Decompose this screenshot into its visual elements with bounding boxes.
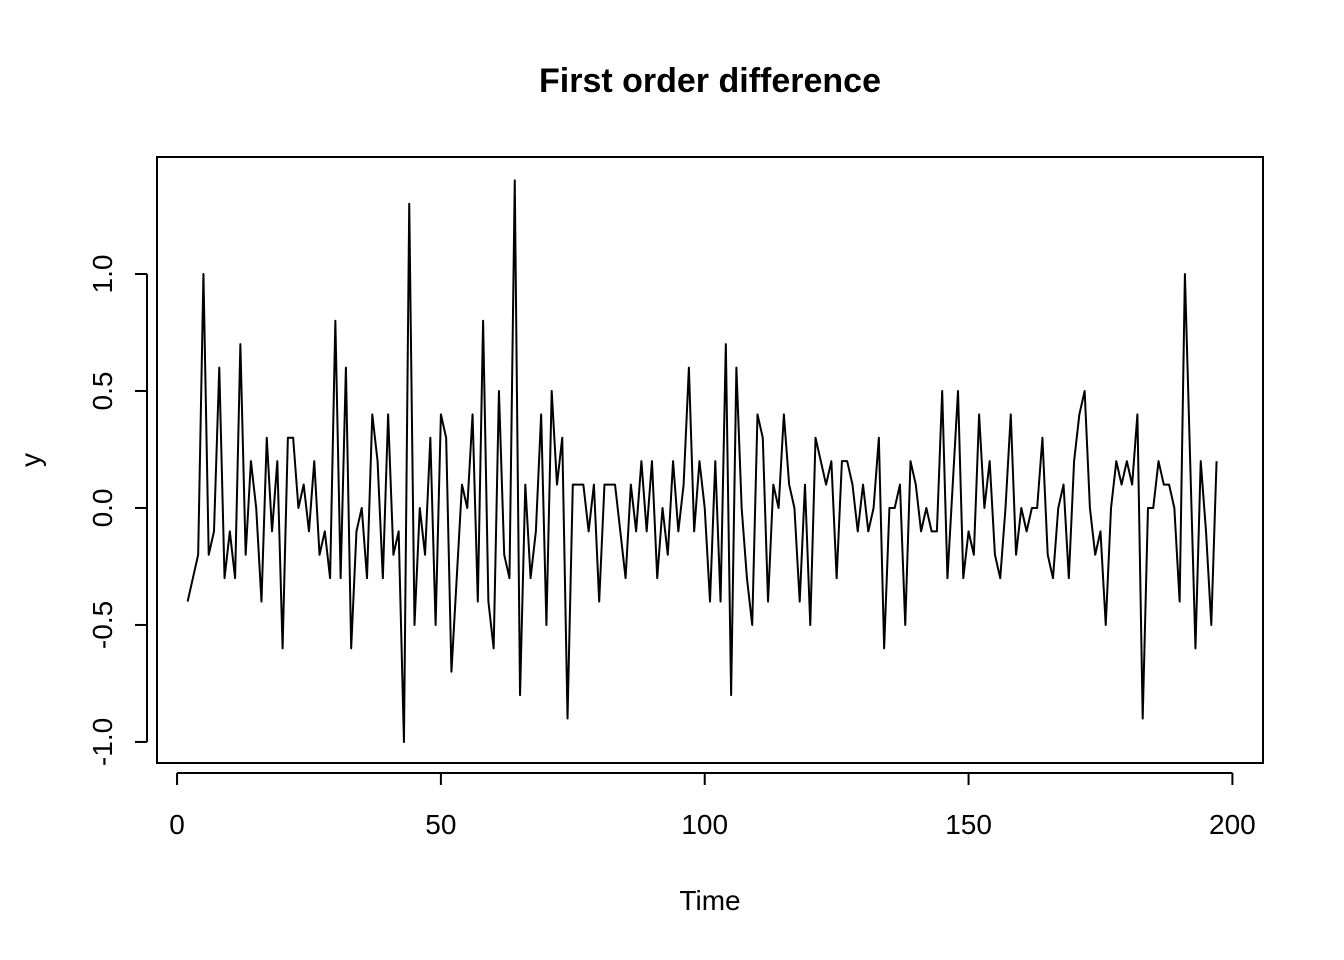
plot-frame <box>156 156 1264 764</box>
x-tick-label: 150 <box>945 809 992 840</box>
x-tick-label: 50 <box>425 809 456 840</box>
y-tick-label: 1.0 <box>87 255 118 294</box>
y-axis-label: y <box>15 453 46 467</box>
y-tick-label: -0.5 <box>87 601 118 649</box>
y-tick-label: -1.0 <box>87 718 118 766</box>
y-tick-label: 0.5 <box>87 372 118 411</box>
x-tick-label: 200 <box>1209 809 1256 840</box>
x-axis: 0 50 100 150 200 <box>169 772 1256 840</box>
y-tick-label: 0.0 <box>87 488 118 527</box>
x-axis-label: Time <box>679 885 740 916</box>
x-tick-label: 0 <box>169 809 185 840</box>
y-axis: -1.0 -0.5 0.0 0.5 1.0 <box>87 255 148 766</box>
x-tick-label: 100 <box>681 809 728 840</box>
chart-title: First order difference <box>539 62 881 100</box>
series-line <box>186 179 1218 743</box>
